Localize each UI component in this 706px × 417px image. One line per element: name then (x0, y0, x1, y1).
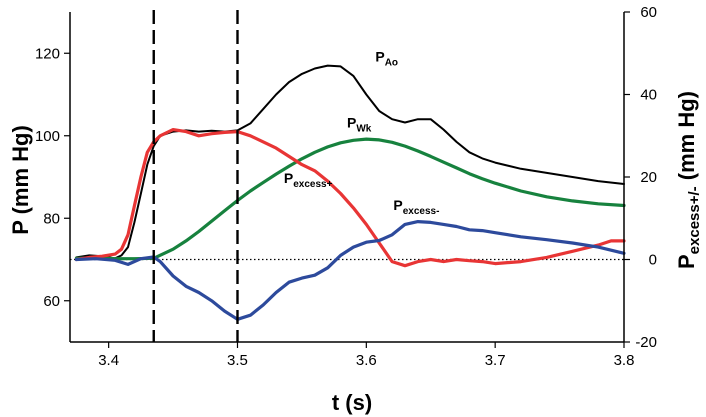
y-right-tick-label: 20 (640, 169, 657, 186)
annotation-main: P (375, 49, 384, 65)
series-layer (74, 64, 626, 321)
annotation-subscript: excess- (403, 206, 440, 217)
y-right-tick-label: 60 (640, 4, 657, 21)
y-right-tick-label: -20 (635, 334, 657, 351)
annotation-main: P (284, 170, 293, 186)
series-line-pexcess (74, 220, 626, 321)
y-left-tick-label: 60 (43, 293, 60, 310)
y-right-axis-title: Pexcess+/- (mm Hg) (674, 91, 703, 269)
y-left-tick-label: 120 (35, 45, 60, 62)
x-tick-label: 3.8 (614, 352, 635, 369)
y-right-axis-title-sub: excess+/- (686, 186, 703, 254)
series-line-pao (75, 64, 625, 260)
y-left-axis-title-rest: (mm Hg) (8, 125, 33, 220)
series-line-pwk (74, 137, 626, 261)
series-line-pexcess (74, 128, 626, 268)
annotation-subscript: Ao (385, 58, 398, 69)
axes-layer: 3.4 3.5 3.6 3.7 3.8 60 80 100 120 -20 0 20 40 60 (35, 4, 657, 369)
series-annotation-excess: Pexcess- (393, 197, 439, 217)
annotation-subscript: Wk (356, 124, 371, 135)
x-tick-label: 3.5 (227, 352, 248, 369)
y-right-tick-label: 40 (640, 87, 657, 104)
y-right-tick-label: 0 (649, 252, 657, 269)
series-annotation-ao: PAo (375, 49, 398, 69)
event-lines-layer (152, 10, 239, 342)
series-annotation-wk: PWk (347, 115, 372, 135)
y-left-axis-title: P (mm Hg) (8, 125, 33, 235)
x-axis-title: t (s) (332, 390, 372, 415)
y-right-axis-title-main: P (674, 254, 699, 269)
x-tick-label: 3.7 (485, 352, 506, 369)
y-left-tick-label: 100 (35, 128, 60, 145)
annotation-subscript: excess+ (293, 179, 332, 190)
annotation-main: P (347, 115, 356, 131)
x-tick-label: 3.4 (98, 352, 119, 369)
y-left-axis-title-main: P (8, 221, 33, 235)
y-left-tick-label: 80 (43, 210, 60, 227)
annotation-main: P (393, 197, 402, 213)
x-tick-label: 3.6 (356, 352, 377, 369)
series-annotation-excess: Pexcess+ (284, 170, 333, 190)
y-right-axis-title-rest: (mm Hg) (674, 91, 699, 186)
